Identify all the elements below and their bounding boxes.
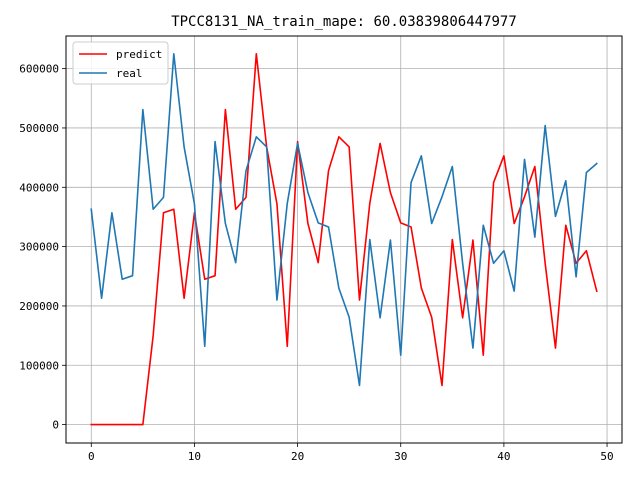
y-tick-label-500000: 500000 [19,122,59,135]
y-tick-label-300000: 300000 [19,241,59,254]
series-line-real [90,52,598,387]
y-tick-label-100000: 100000 [19,359,59,372]
grid-lines [66,36,622,443]
y-tick-label-200000: 200000 [19,300,59,313]
plot-frame [65,35,623,444]
series-layer [90,52,598,426]
x-tick-label-10: 10 [188,450,201,463]
x-tick-label-30: 30 [394,450,407,463]
legend-label-real: real [116,67,143,80]
x-tick-label-0: 0 [88,450,95,463]
y-tick-label-0: 0 [52,419,59,432]
y-tick-label-600000: 600000 [19,63,59,76]
x-tick-label-40: 40 [497,450,510,463]
legend-label-predict: predict [116,48,162,61]
chart-title: TPCC8131_NA_train_mape: 60.0383980644797… [171,14,517,30]
y-tick-label-400000: 400000 [19,181,59,194]
x-tick-label-50: 50 [600,450,613,463]
x-tick-label-20: 20 [291,450,304,463]
series-line-predict [90,52,598,426]
legend: predict real [72,41,169,85]
axis-ticks: 0 10 20 30 40 50 0 100000 200000 300000 400000 5000… [19,63,613,463]
